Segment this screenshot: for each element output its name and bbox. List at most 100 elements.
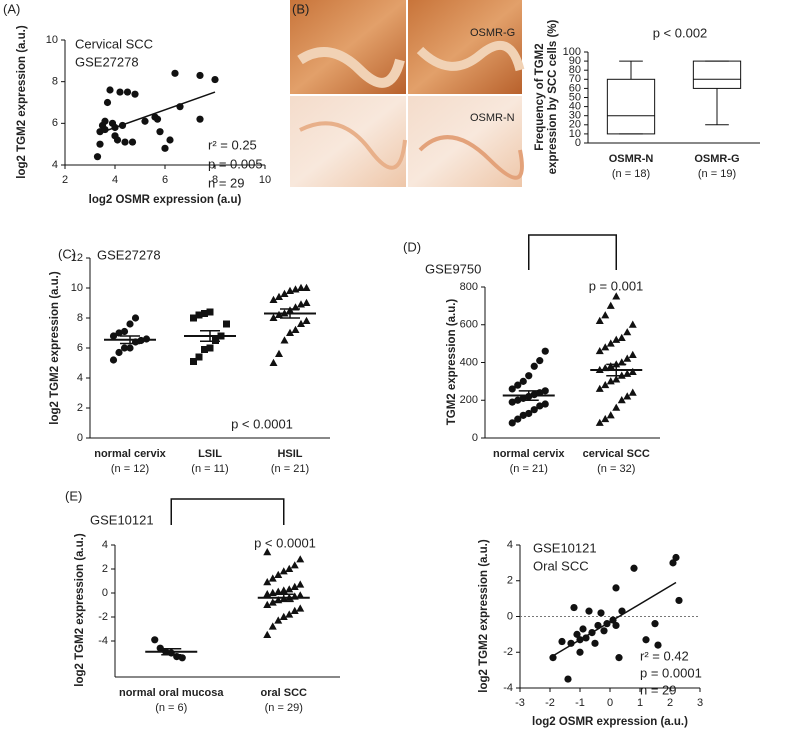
point — [103, 98, 112, 107]
tissue — [299, 121, 407, 170]
category-note: (n = 18) — [612, 168, 650, 180]
point — [280, 336, 289, 344]
point — [263, 548, 272, 556]
micrographs — [290, 0, 525, 187]
y-tick-label: 60 — [569, 82, 581, 94]
point — [617, 333, 626, 341]
point — [113, 136, 122, 144]
point — [628, 367, 637, 375]
y-tick-label: 4 — [507, 539, 513, 551]
x-tick-label: 6 — [162, 174, 168, 186]
annotation: p = 0.001 — [589, 278, 644, 293]
y-axis-title: log2 TGM2 expression (a.u.) — [74, 533, 86, 687]
point — [279, 612, 288, 620]
chart-title: p < 0.002 — [653, 25, 708, 40]
annotation: p = 0.0001 — [640, 665, 702, 680]
micrograph-label: OSMR-G — [470, 27, 515, 39]
annotation: r² = 0.25 — [208, 137, 257, 152]
point — [156, 128, 164, 136]
y-tick-label: 100 — [563, 46, 581, 58]
point — [296, 604, 305, 612]
x-tick-label: -1 — [575, 697, 585, 709]
point — [269, 313, 278, 321]
point — [508, 398, 516, 406]
point — [275, 292, 283, 300]
point — [612, 292, 621, 300]
point — [196, 115, 204, 123]
y-tick-label: 600 — [460, 319, 478, 331]
point — [541, 347, 549, 355]
point — [109, 356, 118, 364]
point — [223, 320, 230, 328]
point — [195, 353, 203, 361]
point — [115, 348, 123, 357]
y-tick-label: 0 — [77, 432, 83, 444]
chart-title: Oral SCC — [533, 558, 589, 573]
point — [582, 634, 590, 642]
category-note: (n = 6) — [155, 702, 187, 714]
annotation: p < 0.0001 — [254, 535, 316, 550]
category-note: (n = 12) — [111, 463, 149, 475]
point — [536, 402, 544, 410]
y-tick-label: 0 — [575, 137, 581, 149]
point — [120, 327, 129, 336]
y-axis-title: log2 TGM2 expression (a.u.) — [49, 271, 61, 425]
x-tick-label: OSMR-G — [694, 153, 739, 165]
point — [296, 580, 305, 588]
micrograph-label: OSMR-N — [470, 112, 515, 124]
y-tick-label: 20 — [569, 119, 581, 131]
chart-title: GSE27278 — [75, 54, 139, 69]
y-tick-label: 0 — [507, 610, 513, 622]
point — [612, 375, 621, 383]
point — [141, 117, 149, 125]
point — [612, 403, 621, 411]
point — [290, 606, 299, 614]
point — [573, 630, 581, 638]
point — [669, 559, 677, 567]
point — [96, 140, 104, 148]
point — [196, 71, 204, 80]
point — [508, 385, 516, 393]
point — [525, 372, 533, 380]
point — [628, 320, 637, 328]
y-tick-label: 40 — [569, 101, 581, 113]
point — [263, 630, 272, 638]
point — [109, 332, 118, 340]
point — [591, 639, 599, 647]
point — [302, 283, 311, 291]
x-tick-label: 3 — [697, 697, 703, 709]
y-tick-label: 8 — [52, 76, 58, 88]
y-axis-title: TGM2 expression (a.u.) — [446, 299, 458, 426]
point — [201, 310, 208, 317]
point — [131, 314, 140, 322]
y-tick-label: 10 — [569, 128, 581, 140]
point — [600, 627, 608, 635]
point — [128, 138, 137, 146]
x-tick-label: -2 — [545, 697, 555, 709]
point — [623, 328, 632, 336]
y-tick-label: 4 — [52, 159, 58, 171]
point — [519, 411, 527, 419]
chart-title: GSE9750 — [425, 261, 481, 276]
point — [579, 625, 587, 633]
significance-bracket — [528, 234, 617, 270]
tissue — [297, 47, 405, 88]
point — [126, 320, 134, 328]
point — [612, 584, 620, 592]
point — [606, 339, 615, 347]
y-tick-label: 2 — [77, 402, 83, 414]
panel-label: (B) — [292, 1, 309, 16]
panel-label: (E) — [65, 488, 82, 503]
y-tick-label: 0 — [472, 432, 478, 444]
significance-bracket — [170, 498, 285, 525]
point — [576, 648, 584, 656]
point — [263, 590, 272, 598]
point — [549, 654, 557, 662]
tissue — [418, 135, 524, 180]
point — [623, 354, 632, 362]
point — [623, 392, 632, 400]
point — [101, 117, 109, 125]
point — [606, 362, 615, 370]
point — [190, 314, 197, 322]
